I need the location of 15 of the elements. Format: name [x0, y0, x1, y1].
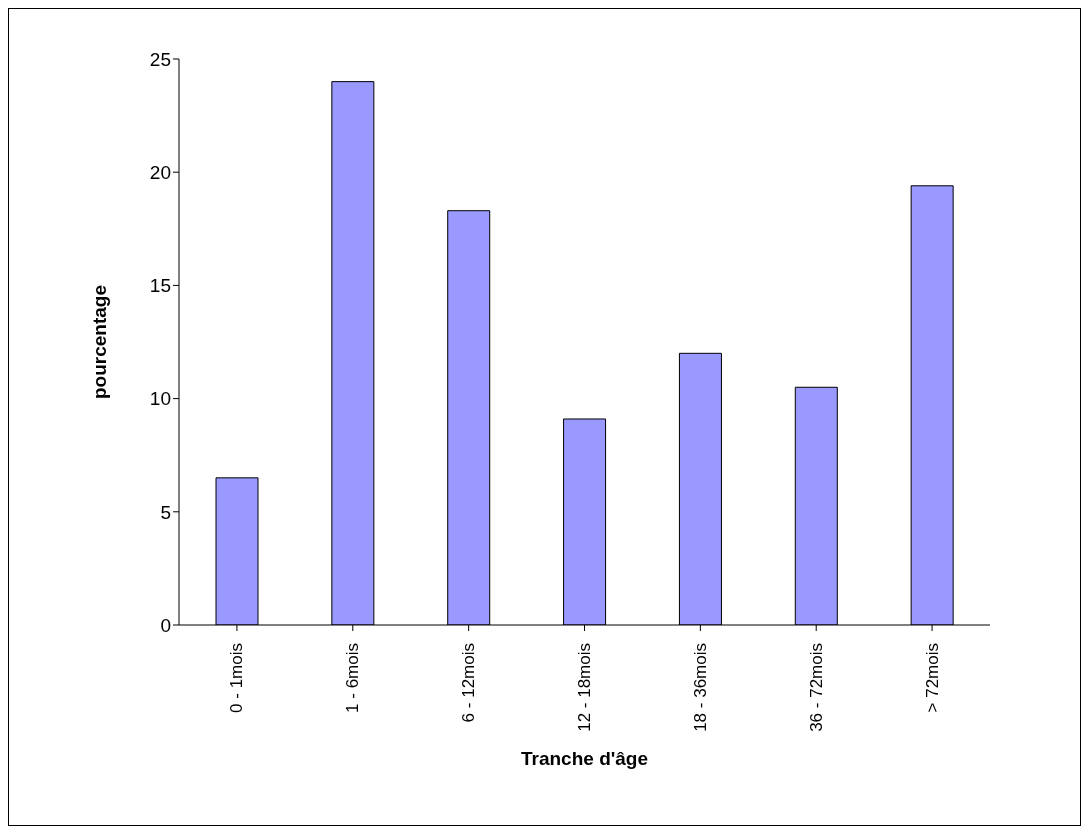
- x-axis-title: Tranche d'âge: [520, 748, 649, 769]
- y-axis-title: pourcentage: [88, 284, 110, 400]
- x-tick-label: 1 - 6mois: [343, 643, 363, 713]
- x-tick-label: 36 - 72mois: [806, 643, 826, 732]
- x-tick-label: 0 - 1mois: [227, 643, 247, 713]
- y-tick-label: 5: [160, 501, 171, 523]
- x-tick-label: > 72mois: [922, 643, 942, 713]
- x-tick-label: 6 - 12mois: [459, 643, 479, 723]
- y-tick-label: 0: [160, 614, 171, 636]
- x-tick-label: 18 - 36mois: [690, 643, 710, 732]
- y-tick-label: 25: [149, 48, 171, 70]
- x-tick-label: 12 - 18mois: [575, 643, 594, 732]
- y-tick-label: 10: [149, 388, 171, 410]
- y-tick-label: 15: [149, 275, 171, 297]
- y-tick-label: 20: [149, 161, 171, 183]
